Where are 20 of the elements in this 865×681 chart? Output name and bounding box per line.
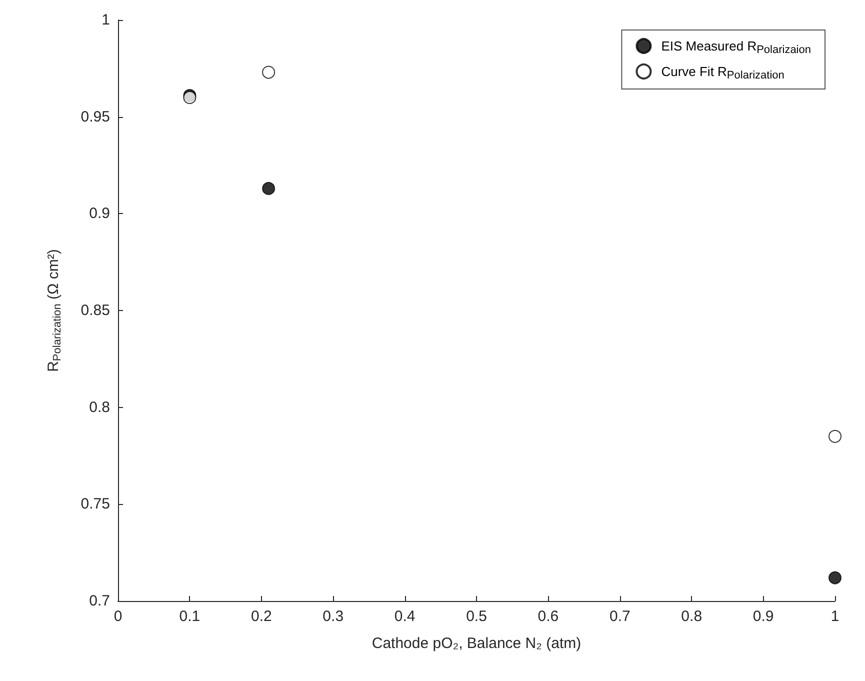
x-axis-title: Cathode pO₂, Balance N₂ (atm) xyxy=(372,635,582,652)
y-tick-label: 0.8 xyxy=(89,398,110,416)
x-tick-label: 0.1 xyxy=(179,608,200,625)
y-tick-label: 0.85 xyxy=(80,302,110,319)
x-tick-label: 0 xyxy=(114,608,122,625)
x-tick-label: 0.3 xyxy=(322,608,344,625)
x-tick-label: 0.2 xyxy=(250,608,272,625)
x-tick-label: 1 xyxy=(830,608,840,625)
x-tick-label: 0.7 xyxy=(609,608,630,625)
y-axis-title: RPolarization (Ω cm²) xyxy=(45,249,64,372)
x-tick-label: 0.5 xyxy=(466,608,487,625)
x-tick-label: 0.9 xyxy=(752,608,774,625)
y-tick-label: 0.9 xyxy=(89,205,110,222)
x-tick-label: 0.8 xyxy=(681,608,702,625)
x-tick-label: 0.4 xyxy=(394,608,416,625)
y-tick-label: 0.75 xyxy=(80,496,110,513)
y-tick-label: 1 xyxy=(102,12,110,28)
x-tick-label: 0.6 xyxy=(538,608,559,625)
y-tick-label: 0.7 xyxy=(89,592,110,610)
y-tick-label: 0.95 xyxy=(80,108,110,126)
